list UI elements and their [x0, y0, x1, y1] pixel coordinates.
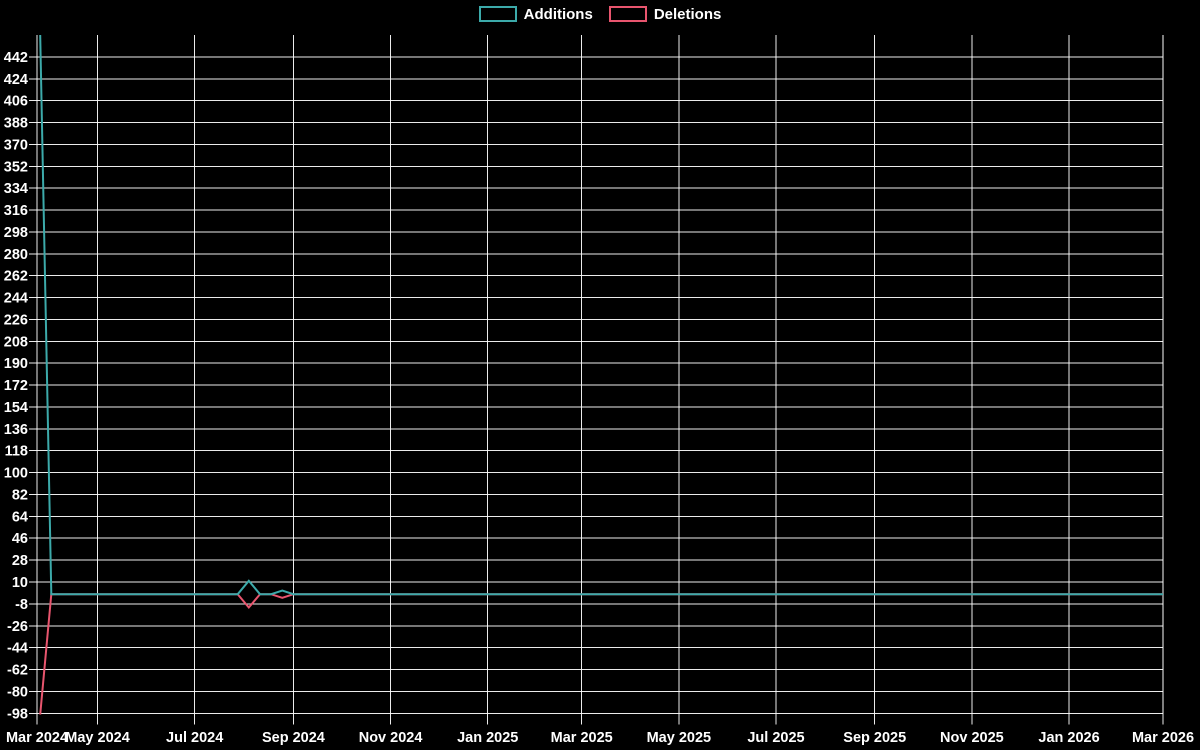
- y-tick-label: 172: [4, 378, 28, 394]
- y-tick-label: -80: [7, 684, 28, 700]
- y-tick-label: 82: [12, 487, 28, 503]
- y-tick-label: 100: [4, 466, 28, 482]
- y-tick-label: 208: [4, 334, 28, 350]
- y-tick-label: 10: [12, 575, 28, 591]
- y-tick-label: 118: [5, 444, 28, 460]
- y-tick-label: -8: [15, 597, 28, 613]
- legend-item-additions[interactable]: Additions: [478, 5, 593, 23]
- x-tick-label: May 2025: [647, 730, 712, 746]
- x-tick-label: Jul 2024: [166, 730, 223, 746]
- x-tick-label: Sep 2025: [843, 730, 906, 746]
- y-tick-label: 388: [4, 116, 28, 132]
- y-tick-label: 352: [4, 159, 28, 175]
- y-tick-label: 244: [4, 291, 28, 307]
- y-tick-label: 154: [4, 400, 28, 416]
- x-tick-label: Nov 2024: [359, 730, 423, 746]
- x-tick-label: Jan 2025: [457, 730, 518, 746]
- y-tick-label: 190: [4, 356, 28, 372]
- y-tick-label: 64: [12, 509, 28, 525]
- y-tick-label: -98: [7, 706, 28, 722]
- y-tick-label: 370: [4, 137, 28, 153]
- y-tick-label: -62: [7, 663, 28, 679]
- x-tick-label: Jul 2025: [747, 730, 804, 746]
- y-tick-label: 406: [4, 94, 28, 110]
- y-tick-label: 28: [12, 553, 28, 569]
- y-tick-label: 298: [4, 225, 28, 241]
- additions-line: [39, 34, 1163, 596]
- x-tick-label: Mar 2025: [551, 730, 613, 746]
- legend-label-additions: Additions: [523, 5, 593, 23]
- y-tick-label: 46: [12, 531, 28, 547]
- additions-swatch-icon: [478, 6, 517, 22]
- y-tick-label: 334: [4, 181, 28, 197]
- y-tick-label: 226: [4, 312, 28, 328]
- legend-label-deletions: Deletions: [653, 5, 722, 23]
- chart-legend: Additions Deletions: [0, 6, 1200, 22]
- y-tick-label: 316: [4, 203, 28, 219]
- deletions-swatch-icon: [608, 6, 647, 22]
- y-tick-label: -44: [7, 641, 28, 657]
- x-tick-label: Jan 2026: [1038, 730, 1099, 746]
- x-tick-label: Mar 2026: [1132, 730, 1194, 746]
- x-tick-label: Sep 2024: [262, 730, 325, 746]
- legend-item-deletions[interactable]: Deletions: [608, 5, 722, 23]
- y-tick-label: 442: [4, 50, 28, 66]
- y-tick-label: 280: [4, 247, 28, 263]
- y-tick-label: 424: [4, 72, 28, 88]
- deletions-line: [39, 593, 1163, 715]
- y-tick-label: 262: [4, 269, 28, 285]
- y-tick-label: 136: [4, 422, 28, 438]
- x-tick-label: Nov 2025: [940, 730, 1004, 746]
- x-tick-label: May 2024: [65, 730, 130, 746]
- y-tick-label: -26: [7, 619, 28, 635]
- x-tick-label: Mar 2024: [6, 730, 68, 746]
